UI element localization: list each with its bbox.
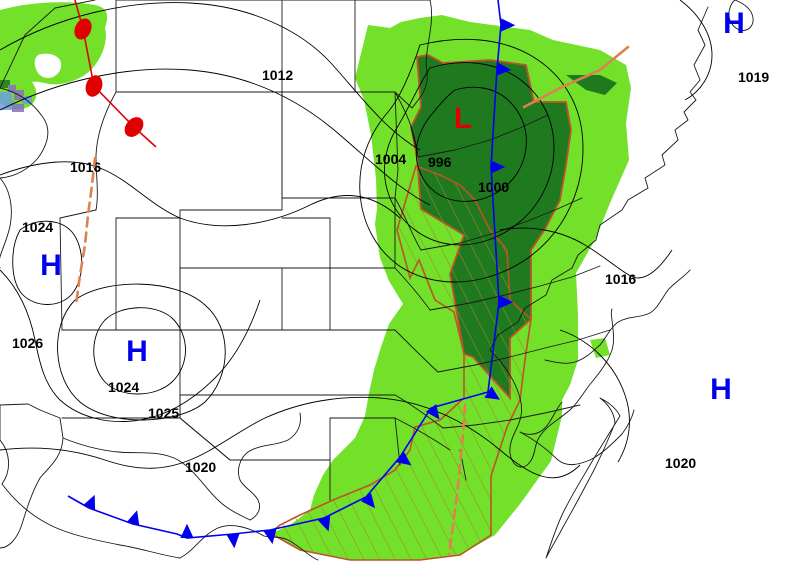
svg-text:H: H [710,373,732,406]
svg-text:H: H [40,249,62,282]
svg-text:L: L [454,102,472,135]
svg-text:H: H [126,335,148,368]
svg-text:H: H [723,7,745,40]
